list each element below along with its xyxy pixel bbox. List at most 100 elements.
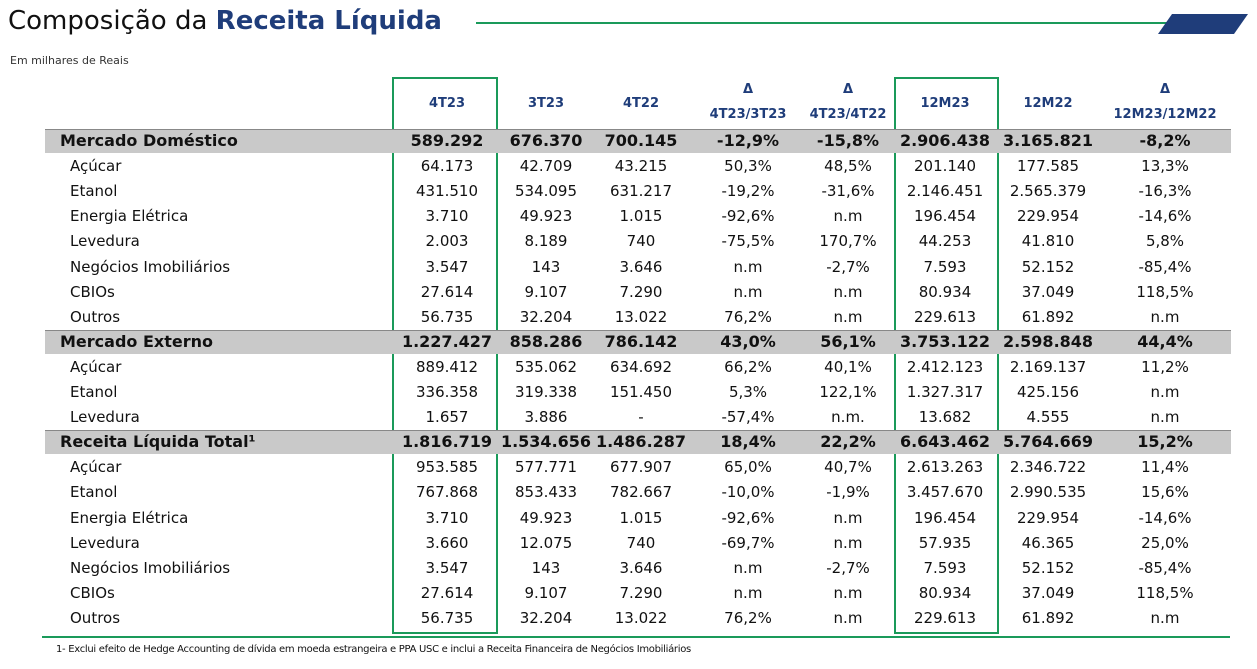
cell: -14,6% <box>1138 207 1192 226</box>
cell: 3.646 <box>619 558 663 577</box>
cell: 1.657 <box>425 408 469 427</box>
cell: n.m <box>733 282 763 301</box>
cell: 27.614 <box>420 583 474 602</box>
cell: 170,7% <box>819 232 877 251</box>
cell: 40,7% <box>824 458 872 477</box>
cell: 196.454 <box>913 207 977 226</box>
cell: -57,4% <box>721 408 775 427</box>
highlight-box <box>894 77 999 634</box>
cell: 177.585 <box>1016 157 1080 176</box>
cell: -85,4% <box>1138 257 1192 276</box>
column-header: 12M23/12M22 <box>1113 107 1217 122</box>
cell: 2.169.137 <box>1009 357 1087 376</box>
cell: 740 <box>626 232 656 251</box>
cell: 2.990.535 <box>1009 483 1087 502</box>
cell: 767.868 <box>415 483 479 502</box>
column-header: 12M23 <box>920 96 970 111</box>
cell: 13.682 <box>918 408 972 427</box>
cell: 535.062 <box>514 357 578 376</box>
cell: 677.907 <box>609 458 673 477</box>
column-header: 3T23 <box>527 96 564 111</box>
cell: n.m <box>733 583 763 602</box>
cell: 740 <box>626 533 656 552</box>
cell: 7.290 <box>619 282 663 301</box>
row-label: Açúcar <box>70 157 122 176</box>
column-header: 4T22 <box>622 96 659 111</box>
cell: 13,3% <box>1141 157 1189 176</box>
column-header: Δ <box>742 82 754 97</box>
title-badge <box>1158 14 1248 34</box>
column-header: Δ <box>842 82 854 97</box>
cell: 64.173 <box>420 157 474 176</box>
cell: -8,2% <box>1139 131 1191 150</box>
row-label: Energia Elétrica <box>70 508 189 527</box>
cell: 66,2% <box>724 357 772 376</box>
row-label: Etanol <box>70 182 118 201</box>
cell: 336.358 <box>415 383 479 401</box>
cell: 5.764.669 <box>1002 432 1094 452</box>
title-bold: Receita Líquida <box>215 6 442 36</box>
cell: 3.886 <box>524 408 568 427</box>
cell: 151.450 <box>609 383 673 401</box>
cell: -16,3% <box>1138 182 1192 201</box>
cell: 858.286 <box>509 331 583 351</box>
cell: n.m <box>833 282 863 301</box>
row-label: Energia Elétrica <box>70 207 189 226</box>
section-label: Mercado Externo <box>60 331 213 351</box>
row-label: Levedura <box>70 408 140 427</box>
cell: 46.365 <box>1021 533 1075 552</box>
cell: 61.892 <box>1021 608 1075 627</box>
cell: 953.585 <box>415 458 479 477</box>
cell: 2.003 <box>425 232 469 251</box>
cell: 25,0% <box>1141 533 1189 552</box>
cell: 27.614 <box>420 282 474 301</box>
cell: -69,7% <box>721 533 775 552</box>
cell: 52.152 <box>1021 558 1075 577</box>
cell: -75,5% <box>721 232 775 251</box>
row-label: Açúcar <box>70 357 122 376</box>
cell: 229.954 <box>1016 207 1080 226</box>
cell: 61.892 <box>1021 307 1075 326</box>
row-label: Outros <box>70 608 121 627</box>
cell: 37.049 <box>1021 282 1075 301</box>
cell: 2.565.379 <box>1009 182 1087 201</box>
cell: 118,5% <box>1136 583 1194 602</box>
cell: 3.710 <box>425 207 469 226</box>
cell: 15,6% <box>1141 483 1189 502</box>
title-rule <box>476 22 1176 24</box>
cell: 425.156 <box>1016 383 1080 401</box>
cell: 700.145 <box>604 131 678 150</box>
cell: -14,6% <box>1138 508 1192 527</box>
cell: 1.816.719 <box>401 432 493 452</box>
cell: 4.555 <box>1026 408 1070 427</box>
row-label: Negócios Imobiliários <box>70 558 231 577</box>
cell: 44.253 <box>918 232 972 251</box>
cell: 5,3% <box>728 383 768 401</box>
cell: 2.598.848 <box>1002 331 1094 351</box>
column-header: 4T23/4T22 <box>809 107 887 122</box>
section-bar <box>45 430 1231 455</box>
footer-rule <box>42 636 1230 638</box>
cell: - <box>638 408 644 427</box>
section-bar <box>45 329 1231 354</box>
cell: 2.146.451 <box>906 182 984 201</box>
cell: 1.327.317 <box>906 383 984 401</box>
cell: n.m <box>833 608 863 627</box>
cell: 57.935 <box>918 533 972 552</box>
cell: 12.075 <box>519 533 573 552</box>
section-bar <box>45 129 1231 153</box>
row-label: Levedura <box>70 232 140 251</box>
cell: -92,6% <box>721 508 775 527</box>
cell: 42.709 <box>519 157 573 176</box>
cell: 634.692 <box>609 357 673 376</box>
cell: 9.107 <box>524 583 568 602</box>
cell: 40,1% <box>824 357 872 376</box>
cell: 50,3% <box>724 157 772 176</box>
cell: 143 <box>531 257 561 276</box>
row-label: Etanol <box>70 383 118 401</box>
cell: 56,1% <box>820 331 876 351</box>
cell: 8.189 <box>524 232 568 251</box>
cell: 577.771 <box>514 458 578 477</box>
subtitle: Em milhares de Reais <box>10 54 129 67</box>
cell: 41.810 <box>1021 232 1075 251</box>
